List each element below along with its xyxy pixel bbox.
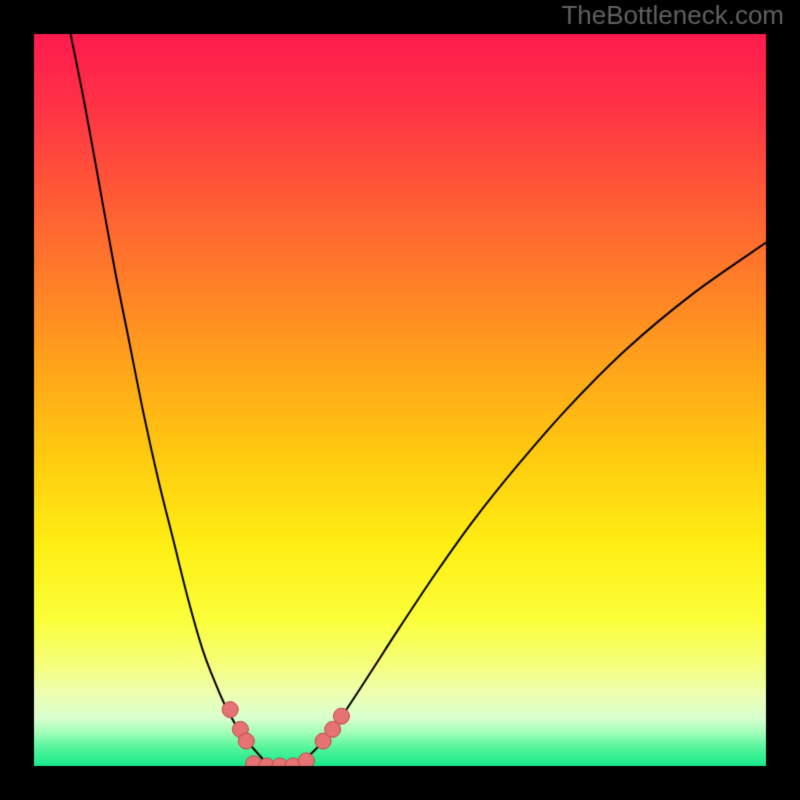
bottleneck-curve-chart	[0, 0, 800, 800]
